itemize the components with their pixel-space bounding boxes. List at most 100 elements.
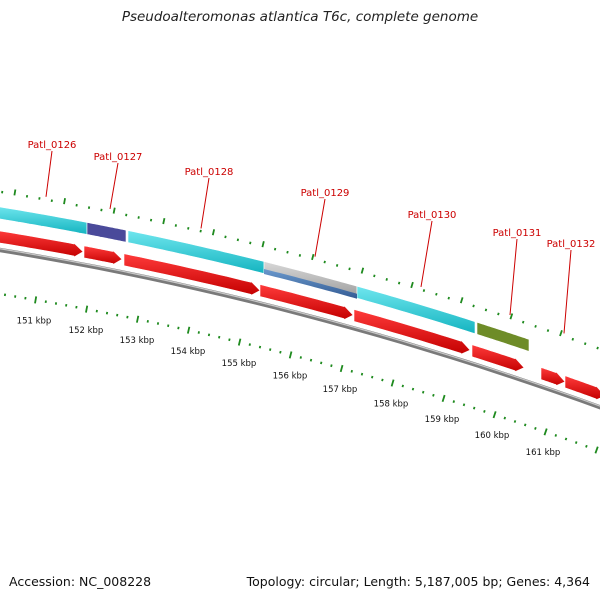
scale-tick [186,326,191,334]
scale-tick [126,315,129,319]
kbp-label: 152 kbp [69,326,104,336]
cds-arrow-0128 [123,253,261,296]
scale-tick [503,416,507,420]
cds-arrow-0126 [0,230,84,258]
gc-tick [50,199,53,203]
scale-tick [452,400,456,404]
gc-tick [13,189,17,196]
gene-label[interactable]: Patl_0130 [408,210,457,221]
gene-label[interactable]: Patl_0128 [185,167,234,178]
gc-tick [298,254,302,257]
scale-tick [116,313,119,317]
gc-tick [25,194,29,198]
gc-tick [534,324,537,328]
gc-tick [38,197,41,200]
gc-tick [335,264,339,267]
gc-tick [472,304,475,308]
gc-tick [583,342,587,346]
scale-tick [421,390,425,394]
gc-tick [199,229,202,233]
scale-tick [330,364,333,368]
scale-tick [279,350,282,354]
scale-tick [269,348,272,351]
callout-leader [314,198,326,257]
scale-tick [75,305,78,309]
gc-tick [100,208,103,212]
gc-tick [459,297,464,304]
gc-tick [174,224,177,227]
callout-leader [200,177,210,229]
gc-tick [509,313,514,320]
cds-arrow-0132 [540,367,566,387]
scale-tick [381,378,384,382]
gc-tick [63,198,66,205]
scale-tick [594,446,599,454]
scale-tick [14,295,17,298]
gc-tick [261,241,265,248]
gene-label[interactable]: Patl_0126 [28,140,77,151]
gc-tick [559,330,563,337]
scale-tick [136,315,140,323]
scale-tick [411,387,415,391]
kbp-scale: 151 kbp 152 kbp 153 kbp 154 kbp 155 kbp 156 k… [3,293,599,458]
kbp-label: 154 kbp [171,347,206,357]
cds-arrow-0129 [259,284,354,321]
scale-tick [34,296,38,304]
gc-tick [187,226,190,230]
scale-tick [3,293,7,297]
callout-leader [563,249,572,334]
gc-tick [87,206,91,209]
scale-tick [248,343,251,346]
scale-tick [65,303,68,307]
gc-tick [286,250,289,254]
gc-tick [546,329,550,332]
gc-tick [410,281,414,289]
scale-tick [339,364,344,373]
scale-tick [462,403,466,407]
gc-tick [323,260,326,264]
gc-tick [373,274,376,278]
callout-leader [509,238,518,316]
scale-tick [371,375,374,379]
gc-tick [435,292,438,296]
scale-tick [218,335,221,339]
scale-tick [350,369,353,373]
gene-label[interactable]: Patl_0131 [493,228,542,239]
gc-tick [137,216,140,219]
cds-arrow-0130 [353,309,471,355]
scale-tick [441,394,446,403]
gc-tick [224,235,227,239]
scale-tick [554,433,558,437]
scale-tick [534,426,537,430]
scale-tick [44,300,47,304]
callout-leader [45,150,53,197]
gc-tick [596,346,599,350]
gene-label[interactable]: Patl_0127 [94,152,143,163]
gene-label[interactable]: Patl_0132 [547,239,596,250]
scale-tick [320,361,323,365]
gc-tick [125,213,128,217]
cog-feature-0130 [356,285,476,335]
kbp-label: 153 kbp [120,336,155,346]
gc-tick [497,312,500,316]
cog-feature-0129-lower [264,269,357,299]
cds-arrow-track [0,230,600,401]
gc-tick [311,253,315,261]
gc-tick [385,278,388,281]
cog-feature-track [0,206,530,352]
scale-tick [574,441,578,445]
cds-arrow-0133 [564,375,600,401]
scale-tick [85,305,89,313]
scale-tick [401,384,405,388]
scale-tick [95,309,98,313]
scale-tick [146,320,149,323]
kbp-label: 155 kbp [222,359,257,369]
gc-tick [75,203,78,207]
accession-text: Accession: NC_008228 [9,574,152,589]
scale-tick [258,345,262,349]
scale-tick [585,444,588,448]
kbp-label: 161 kbp [526,448,561,458]
gene-label[interactable]: Patl_0129 [301,188,350,199]
cds-arrow-0127 [83,245,123,266]
